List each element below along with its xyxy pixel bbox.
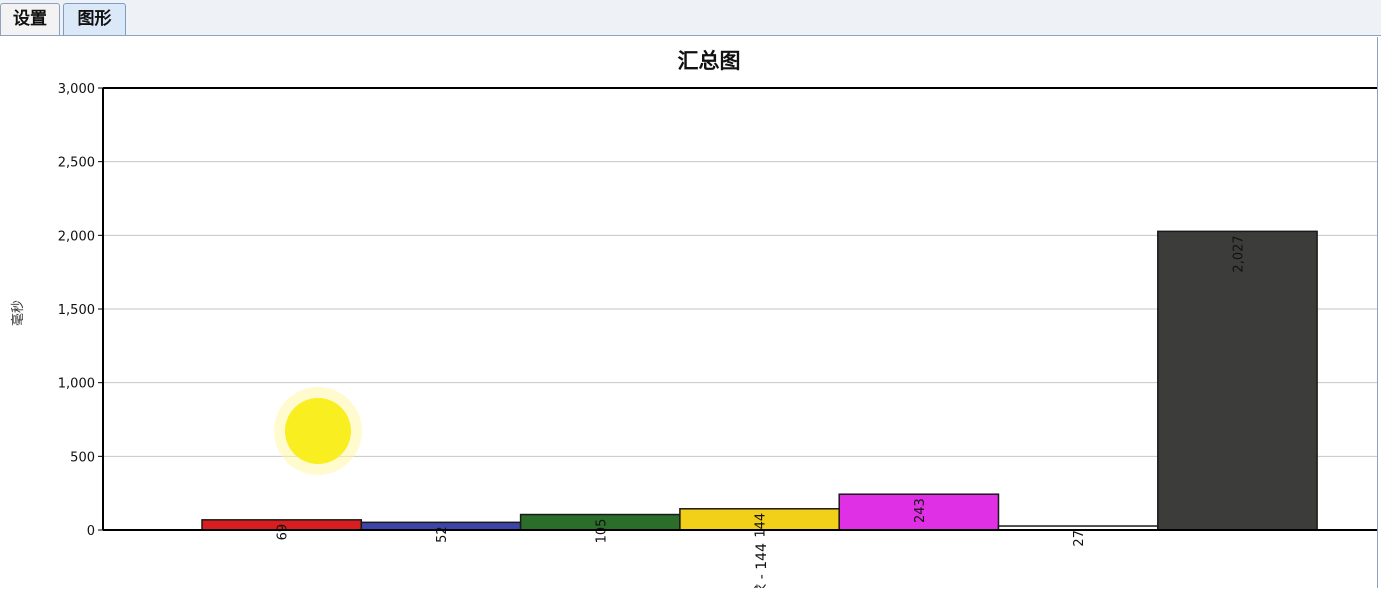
y-tick-label: 3,000 (58, 82, 95, 97)
y-tick-label: 500 (70, 450, 95, 465)
bars (201, 230, 1318, 531)
bar-value-label: 243 (913, 498, 928, 523)
tab-bar: 设置 图形 (0, 0, 1381, 36)
tab-graph[interactable]: 图形 (63, 3, 126, 35)
chart-title: 汇总图 (678, 49, 741, 73)
y-tick-label: 1,500 (58, 303, 95, 318)
y-tick-label: 1,000 (58, 377, 95, 392)
bar (1157, 230, 1318, 531)
y-tick-label: 2,500 (58, 156, 95, 171)
x-axis-category-label: TP请求 - 144 (754, 543, 770, 588)
y-tick-label: 0 (87, 524, 95, 539)
cursor-highlight (274, 387, 362, 475)
bar-value-label: 52 (435, 526, 450, 543)
y-axis-ticks: 0 500 1,000 1,500 2,000 2,500 3,000 (58, 82, 103, 539)
value-labels: 6952105144243272,027 (276, 235, 1247, 546)
bar-value-label: 2,027 (1231, 235, 1246, 272)
bar-value-label: 69 (276, 524, 291, 541)
y-tick-label: 2,000 (58, 229, 95, 244)
bar (838, 493, 1000, 531)
y-axis-label: 毫秒 (10, 300, 26, 326)
bar-value-label: 27 (1072, 530, 1087, 547)
tab-settings[interactable]: 设置 (0, 3, 60, 35)
bar-value-label: 144 (754, 513, 769, 538)
